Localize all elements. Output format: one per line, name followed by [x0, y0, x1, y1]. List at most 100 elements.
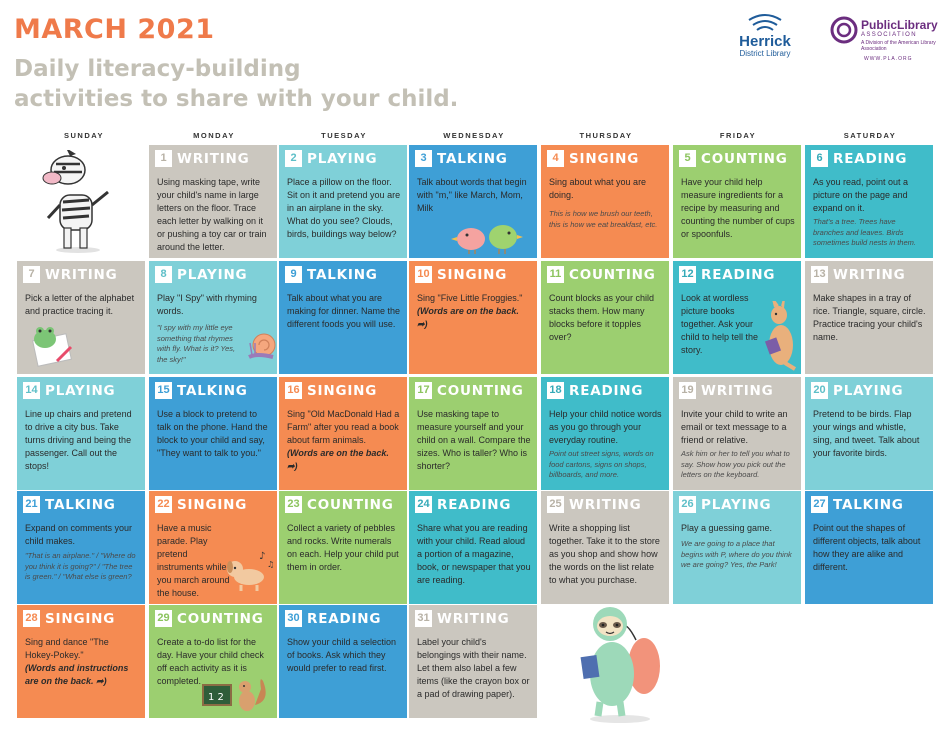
activity-text: Have your child help measure ingredients… [681, 177, 795, 239]
day-number: 9 [285, 266, 302, 283]
calendar-day-25: 25 WRITING Write a shopping list together… [541, 491, 669, 604]
kangaroo-illustration [764, 301, 797, 371]
calendar-day-15: 15 TALKING Use a block to pretend to talk… [149, 377, 277, 490]
activity-category: WRITING [437, 610, 510, 627]
activity-text: Using masking tape, write your child's n… [157, 177, 267, 252]
calendar-day-10: 10 SINGING Sing "Five Little Froggies." (W… [409, 261, 537, 374]
activity-note: "That is an airplane." / "Where do you t… [25, 551, 136, 581]
activity-category: TALKING [307, 266, 378, 283]
day-number: 31 [415, 610, 432, 627]
activity-category: SINGING [569, 150, 640, 167]
calendar-day-14: 14 PLAYING Line up chairs and pretend to … [17, 377, 145, 490]
activity-text: Look at wordless picture books together.… [681, 293, 759, 355]
activity-text: Pick a letter of the alphabet and practi… [25, 293, 135, 316]
activity-category: READING [307, 610, 382, 627]
activity-category: READING [701, 266, 776, 283]
day-number: 19 [679, 382, 696, 399]
day-header-thursday: THURSDAY [579, 131, 633, 140]
calendar-day-1: 1 WRITING Using masking tape, write your … [149, 145, 277, 258]
day-header-friday: FRIDAY [719, 131, 757, 140]
day-header-sunday: SUNDAY [64, 131, 104, 140]
day-number: 6 [811, 150, 828, 167]
sloth-illustration [580, 607, 660, 723]
calendar-day-13: 13 WRITING Make shapes in a tray of rice.… [805, 261, 933, 374]
calendar-day-20: 20 PLAYING Pretend to be birds. Flap your… [805, 377, 933, 490]
pla-assoc: ASSOCIATION [861, 32, 917, 38]
day-header-monday: MONDAY [193, 131, 235, 140]
activity-category: COUNTING [701, 150, 788, 167]
words-on-back-note: (Words are on the back. ➦) [287, 448, 389, 471]
calendar-day-12: 12 READING Look at wordless picture books… [673, 261, 801, 374]
pla-web: WWW.PLA.ORG [864, 56, 913, 62]
activity-text: Use a block to pretend to talk on the ph… [157, 409, 268, 458]
day-number: 4 [547, 150, 564, 167]
calendar-day-26: 26 PLAYING Play a guessing game. We are g… [673, 491, 801, 604]
calendar-day-5: 5 COUNTING Have your child help measure i… [673, 145, 801, 258]
activity-category: TALKING [177, 382, 248, 399]
day-number: 2 [285, 150, 302, 167]
activity-note: "I spy with my little eye something that… [157, 323, 236, 364]
pla-logo: PublicLibrary ASSOCIATION A Division of … [830, 14, 942, 66]
activity-category: READING [569, 382, 644, 399]
squirrel-chalkboard-illustration: 1 2 [202, 679, 266, 711]
activity-category: WRITING [833, 266, 906, 283]
activity-category: WRITING [177, 150, 250, 167]
activity-text: Share what you are reading with your chi… [417, 523, 531, 585]
activity-note: This is how we brush our teeth, this is … [549, 209, 658, 229]
day-number: 7 [23, 266, 40, 283]
dog-illustration: ♪ ♫ [227, 551, 274, 591]
activity-note: That's a tree. Trees have branches and l… [813, 217, 916, 247]
pla-circle-icon [830, 16, 858, 44]
activity-text: Make shapes in a tray of rice. Triangle,… [813, 293, 926, 342]
day-number: 10 [415, 266, 432, 283]
calendar-day-22: 22 SINGING Have a music parade. Play pret… [149, 491, 277, 604]
activity-text: Sing and dance "The Hokey-Pokey." [25, 637, 109, 660]
activity-category: PLAYING [833, 382, 904, 399]
day-number: 1 [155, 150, 172, 167]
calendar-day-29: 29 COUNTING Create a to-do list for the d… [149, 605, 277, 718]
calendar-day-4: 4 SINGING Sing about what you are doing. … [541, 145, 669, 258]
activity-category: TALKING [45, 496, 116, 513]
activity-category: COUNTING [569, 266, 656, 283]
activity-text: Write a shopping list together. Take it … [549, 523, 660, 585]
subtitle-line-1: Daily literacy-building [14, 56, 301, 82]
day-number: 11 [547, 266, 564, 283]
activity-category: WRITING [701, 382, 774, 399]
day-number: 25 [547, 496, 564, 513]
calendar-day-28: 28 SINGING Sing and dance "The Hokey-Poke… [17, 605, 145, 718]
day-number: 24 [415, 496, 432, 513]
activity-text: Pretend to be birds. Flap your wings and… [813, 409, 920, 458]
activity-category: READING [833, 150, 908, 167]
activity-category: WRITING [45, 266, 118, 283]
activity-text: Use masking tape to measure yourself and… [417, 409, 531, 471]
zebra-illustration [42, 150, 109, 253]
activity-category: SINGING [437, 266, 508, 283]
snail-illustration [248, 333, 276, 359]
day-number: 30 [285, 610, 302, 627]
calendar-day-17: 17 COUNTING Use masking tape to measure y… [409, 377, 537, 490]
activity-text: Show your child a selection of books. As… [287, 637, 397, 673]
calendar-day-30: 30 READING Show your child a selection of… [279, 605, 407, 718]
day-number: 22 [155, 496, 172, 513]
calendar-day-19: 19 WRITING Invite your child to write an … [673, 377, 801, 490]
day-number: 21 [23, 496, 40, 513]
subtitle: Daily literacy-building activities to sh… [14, 54, 574, 114]
day-number: 3 [415, 150, 432, 167]
activity-category: PLAYING [177, 266, 248, 283]
activity-category: TALKING [833, 496, 904, 513]
pla-division: A Division of the American Library Assoc… [861, 40, 936, 52]
pla-name: PublicLibrary [861, 18, 938, 32]
calendar-day-31: 31 WRITING Label your child's belongings … [409, 605, 537, 718]
day-header-wednesday: WEDNESDAY [443, 131, 505, 140]
activity-text: Sing "Old MacDonald Had a Farm" after yo… [287, 409, 400, 445]
day-number: 28 [23, 610, 40, 627]
calendar-day-16: 16 SINGING Sing "Old MacDonald Had a Farm… [279, 377, 407, 490]
activity-category: SINGING [307, 382, 378, 399]
frog-illustration [32, 327, 73, 367]
svg-text:♫: ♫ [267, 560, 274, 569]
activity-text: Count blocks as your child stacks them. … [549, 293, 655, 342]
words-on-back-note: (Words are on the back. ➦) [417, 306, 519, 329]
activity-text: Collect a variety of pebbles and rocks. … [287, 523, 399, 572]
activity-category: PLAYING [307, 150, 378, 167]
herrick-waves-icon [748, 14, 782, 31]
